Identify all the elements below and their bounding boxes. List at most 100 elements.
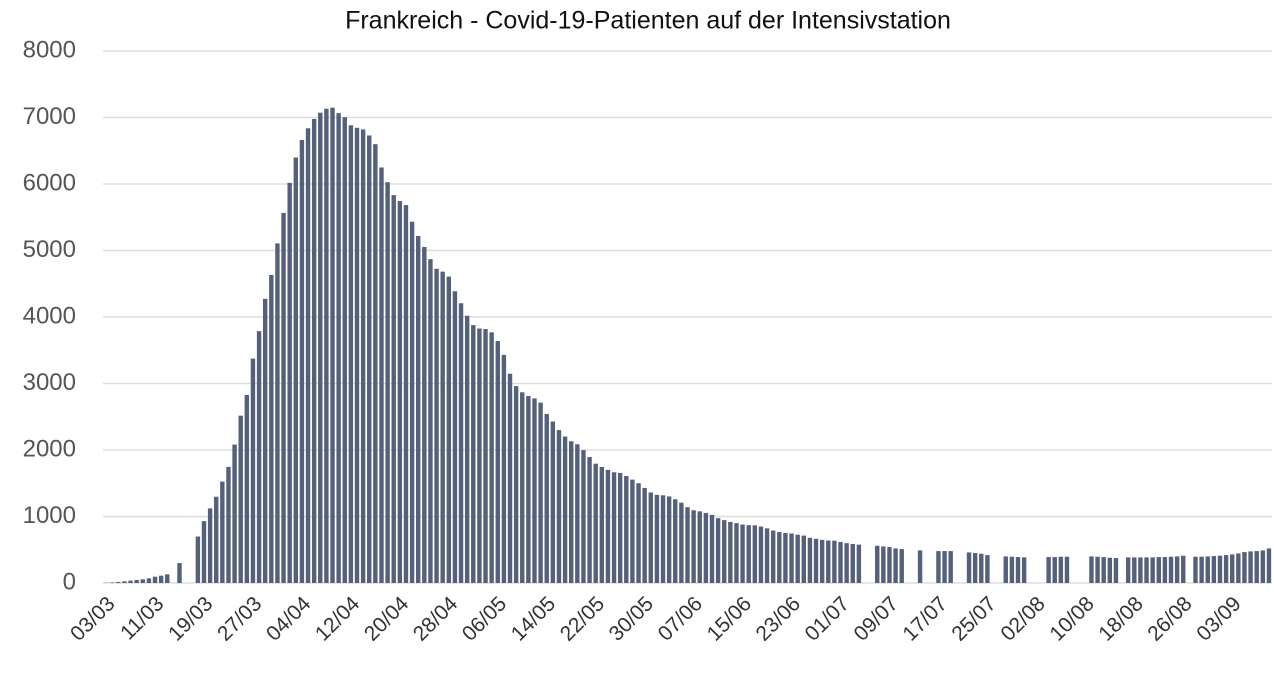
bar bbox=[660, 495, 666, 583]
x-tick-label: 03/03 bbox=[66, 592, 119, 645]
bar bbox=[532, 398, 537, 583]
x-tick-label: 04/04 bbox=[262, 592, 316, 646]
bar bbox=[1242, 552, 1247, 583]
bar bbox=[1181, 555, 1186, 583]
bar bbox=[360, 129, 366, 583]
bar bbox=[1144, 557, 1149, 583]
bar bbox=[746, 525, 751, 583]
bar bbox=[293, 157, 298, 584]
bar bbox=[354, 127, 360, 584]
bar bbox=[709, 514, 715, 583]
bar bbox=[783, 532, 788, 583]
bar bbox=[1101, 557, 1106, 583]
bar bbox=[1254, 551, 1259, 583]
bar bbox=[679, 502, 684, 583]
bar bbox=[1058, 556, 1064, 583]
bar bbox=[611, 472, 617, 583]
bar bbox=[415, 236, 421, 584]
bar bbox=[1095, 556, 1100, 583]
bar bbox=[1107, 557, 1113, 583]
bar bbox=[593, 463, 598, 583]
bar bbox=[948, 551, 953, 583]
bar bbox=[244, 395, 250, 583]
x-tick-label: 09/07 bbox=[850, 592, 903, 645]
bar bbox=[1113, 558, 1119, 583]
bar bbox=[1248, 551, 1253, 583]
bar bbox=[587, 457, 592, 583]
x-tick-label: 12/04 bbox=[311, 592, 365, 646]
x-tick-label: 06/05 bbox=[458, 592, 511, 645]
bar bbox=[1138, 557, 1143, 583]
bar bbox=[177, 563, 182, 583]
bar bbox=[777, 532, 782, 583]
bar bbox=[1211, 556, 1217, 583]
bar bbox=[201, 521, 207, 583]
bar bbox=[917, 550, 923, 583]
bar bbox=[703, 512, 709, 583]
bar bbox=[1003, 556, 1008, 583]
bar bbox=[575, 444, 580, 583]
bar bbox=[942, 551, 947, 583]
bar bbox=[232, 444, 237, 583]
bar bbox=[1236, 553, 1241, 583]
bar bbox=[734, 523, 739, 583]
x-tick-label: 18/08 bbox=[1094, 592, 1147, 645]
bar bbox=[403, 205, 409, 583]
y-tick-label: 1000 bbox=[23, 502, 76, 529]
bar bbox=[526, 396, 531, 583]
x-tick-label: 14/05 bbox=[507, 592, 560, 645]
bar bbox=[899, 549, 904, 583]
bar bbox=[979, 553, 984, 583]
x-tick-label: 26/08 bbox=[1143, 592, 1196, 645]
x-tick-label: 15/06 bbox=[703, 592, 756, 645]
bar bbox=[722, 520, 727, 583]
bar bbox=[1168, 556, 1174, 583]
bar bbox=[893, 548, 898, 583]
bar bbox=[195, 536, 201, 583]
bar bbox=[875, 545, 880, 583]
bar bbox=[648, 492, 653, 583]
bar bbox=[936, 551, 941, 583]
bar bbox=[122, 581, 127, 583]
x-tick-label: 03/09 bbox=[1192, 592, 1245, 645]
bar bbox=[1021, 557, 1027, 583]
bar bbox=[373, 144, 378, 583]
bar bbox=[673, 499, 678, 583]
bar bbox=[1162, 557, 1168, 583]
bar bbox=[385, 182, 390, 583]
bar bbox=[599, 466, 605, 583]
x-tick-label: 01/07 bbox=[801, 592, 854, 645]
bar bbox=[409, 221, 415, 583]
bar bbox=[256, 331, 262, 583]
bar bbox=[801, 535, 806, 583]
bar bbox=[324, 108, 329, 583]
y-tick-label: 7000 bbox=[23, 103, 76, 130]
bar bbox=[348, 125, 354, 583]
bar bbox=[630, 479, 635, 583]
bar bbox=[1156, 557, 1161, 583]
bar bbox=[342, 117, 347, 583]
bar bbox=[691, 510, 696, 583]
x-tick-label: 25/07 bbox=[947, 592, 1000, 645]
bar bbox=[262, 298, 268, 583]
bar bbox=[311, 118, 317, 583]
x-tick-label: 23/06 bbox=[752, 592, 805, 645]
bar bbox=[489, 332, 494, 583]
y-tick-label: 3000 bbox=[23, 369, 76, 396]
bar bbox=[207, 508, 213, 583]
y-tick-label: 2000 bbox=[23, 435, 76, 462]
bar bbox=[844, 543, 849, 583]
bar bbox=[434, 268, 439, 583]
bar bbox=[972, 553, 978, 583]
bar bbox=[507, 373, 513, 583]
bar bbox=[367, 135, 372, 583]
x-tick-label: 11/03 bbox=[116, 592, 168, 644]
y-tick-label: 5000 bbox=[23, 236, 76, 263]
bar bbox=[685, 507, 690, 583]
bar bbox=[471, 325, 476, 583]
bar bbox=[556, 430, 562, 583]
bar bbox=[795, 534, 800, 583]
bar bbox=[146, 578, 152, 583]
bar bbox=[140, 579, 145, 583]
